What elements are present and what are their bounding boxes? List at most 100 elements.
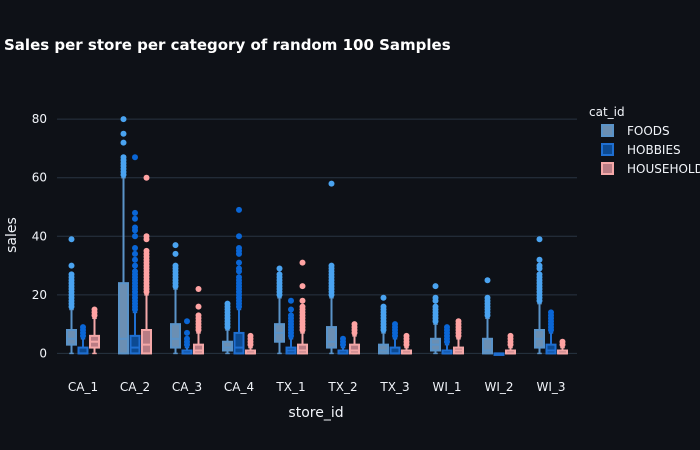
box-household-wi-1 <box>453 318 464 355</box>
box-body <box>349 343 360 355</box>
outlier-point <box>403 332 410 339</box>
outlier-point <box>91 306 98 313</box>
outlier-point <box>236 206 242 213</box>
outlier-point <box>132 250 138 257</box>
outlier-point <box>455 318 462 325</box>
box-body <box>326 326 337 349</box>
outlier-point <box>432 303 439 310</box>
box-household-ca-4 <box>245 332 256 355</box>
outlier-point <box>247 332 254 339</box>
x-tick-label: TX_1 <box>275 380 305 394</box>
outlier-point <box>132 215 138 222</box>
outlier-point <box>143 174 150 181</box>
outlier-point <box>80 324 86 331</box>
outlier-point <box>120 130 127 137</box>
y-axis-ticks: 0 20 40 60 80 <box>32 112 47 360</box>
box-body <box>545 343 557 355</box>
x-tick-label: CA_1 <box>68 380 98 394</box>
x-tick-label: CA_4 <box>224 380 254 394</box>
legend-label-hobbies: HOBBIES <box>627 143 681 157</box>
outlier-point <box>236 259 242 266</box>
box-hobbies-ca-1 <box>77 324 89 355</box>
outlier-point <box>299 303 306 310</box>
outlier-point <box>120 154 127 161</box>
x-tick-label: TX_3 <box>379 380 409 394</box>
box-household-ca-3 <box>193 286 204 355</box>
legend: cat_id FOODS HOBBIES HOUSEHOLD <box>589 105 700 176</box>
outlier-point <box>132 233 138 240</box>
outlier-point <box>195 303 202 310</box>
outlier-point <box>432 294 439 301</box>
outlier-point <box>351 321 358 328</box>
box-body <box>118 282 129 355</box>
outlier-point <box>132 256 138 263</box>
outlier-point <box>288 312 294 319</box>
y-tick-label: 20 <box>32 288 47 302</box>
outlier-point <box>328 180 335 187</box>
outlier-point <box>172 250 179 257</box>
outlier-point <box>236 245 242 251</box>
box-body <box>66 329 77 346</box>
chart-title: Sales per store per category of random 1… <box>4 36 451 54</box>
box-household-tx-1 <box>297 259 308 355</box>
legend-label-household: HOUSEHOLD <box>627 162 700 176</box>
outlier-point <box>507 332 514 339</box>
outlier-point <box>120 139 127 146</box>
box-hobbies-ca-4 <box>233 206 245 355</box>
outlier-point <box>68 271 75 278</box>
box-hobbies-wi-3 <box>545 309 557 355</box>
plot-area <box>66 116 568 356</box>
outlier-point <box>536 271 543 278</box>
legend-swatch-hobbies <box>601 143 614 156</box>
box-body <box>233 331 245 355</box>
x-tick-label: WI_2 <box>484 380 513 394</box>
box-hobbies-wi-1 <box>441 324 453 355</box>
box-hobbies-tx-2 <box>337 335 349 355</box>
box-household-ca-2 <box>141 174 152 355</box>
box-body <box>297 343 308 355</box>
box-foods-wi-2 <box>482 277 493 355</box>
outlier-point <box>236 274 242 281</box>
outlier-point <box>276 271 283 278</box>
outlier-point <box>236 233 242 240</box>
box-household-wi-2 <box>505 332 516 355</box>
outlier-point <box>380 294 387 301</box>
y-tick-label: 0 <box>39 346 47 360</box>
box-body <box>193 343 204 355</box>
box-foods-ca-3 <box>170 242 181 355</box>
outlier-point <box>340 335 346 342</box>
outlier-point <box>68 262 75 269</box>
outlier-point <box>172 242 179 249</box>
box-foods-ca-2 <box>118 116 129 355</box>
box-body <box>378 343 389 355</box>
outlier-point <box>132 209 138 216</box>
outlier-point <box>536 256 543 263</box>
outlier-point <box>143 247 150 254</box>
outlier-point <box>224 300 231 307</box>
legend-swatch-foods <box>601 124 614 137</box>
outlier-point <box>172 262 179 269</box>
box-body <box>170 323 181 349</box>
outlier-point <box>328 262 335 269</box>
box-body <box>482 337 493 355</box>
x-tick-label: WI_1 <box>432 380 461 394</box>
y-tick-label: 40 <box>32 229 47 243</box>
box-foods-wi-3 <box>534 236 545 355</box>
outlier-point <box>299 297 306 304</box>
legend-swatch-household <box>601 162 614 175</box>
outlier-point <box>536 262 543 269</box>
outlier-point <box>299 259 306 266</box>
box-hobbies-wi-2 <box>493 352 505 356</box>
x-axis-ticks: CA_1 CA_2 CA_3 CA_4 TX_1 TX_2 TX_3 WI_1 WI_2 WI_3 <box>68 380 566 394</box>
outlier-point <box>288 297 294 304</box>
outlier-point <box>132 268 138 275</box>
outlier-point <box>299 283 306 290</box>
box-foods-tx-3 <box>378 294 389 355</box>
outlier-point <box>276 265 283 272</box>
box-hobbies-tx-3 <box>389 321 401 355</box>
box-foods-ca-1 <box>66 236 77 355</box>
outlier-point <box>184 329 190 336</box>
x-tick-label: WI_3 <box>536 380 565 394</box>
outlier-point <box>195 312 202 319</box>
